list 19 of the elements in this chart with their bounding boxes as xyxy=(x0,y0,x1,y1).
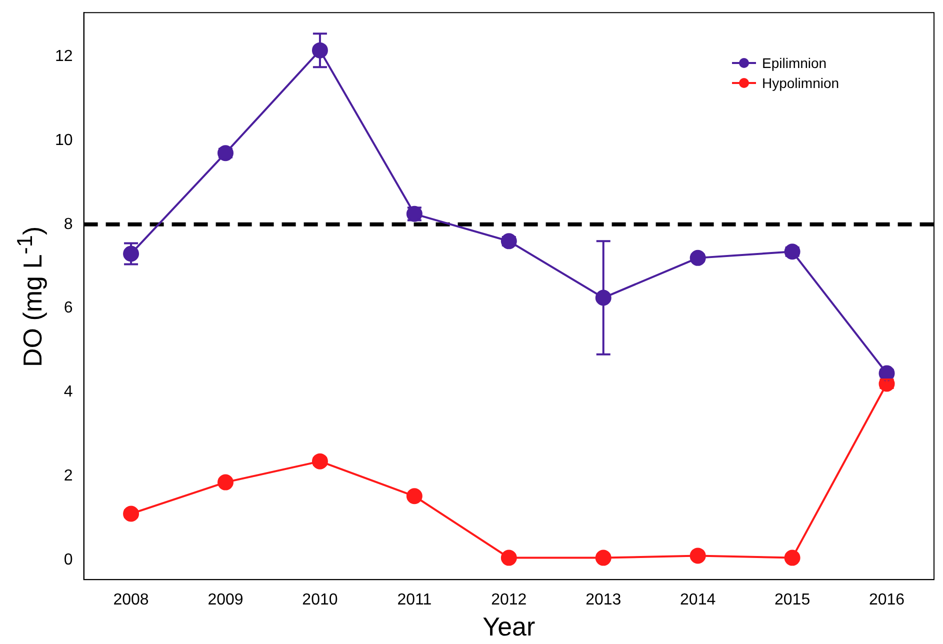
x-tick-label: 2013 xyxy=(586,592,622,609)
x-tick-label: 2016 xyxy=(868,592,905,609)
x-tick-label: 2012 xyxy=(491,592,527,609)
y-tick-label: 8 xyxy=(64,216,73,233)
y-tick-label: 10 xyxy=(55,132,73,149)
y-tick-label: 0 xyxy=(64,551,73,568)
y-tick-label: 12 xyxy=(55,48,73,66)
y-tick-label: 6 xyxy=(64,300,73,317)
x-axis-title: Year xyxy=(482,612,536,642)
x-tick-label: 2010 xyxy=(302,592,338,609)
x-tick-label: 2014 xyxy=(680,592,716,609)
x-tick-label: 2009 xyxy=(208,592,244,609)
x-tick-label: 2011 xyxy=(397,592,432,609)
x-tick-label: 2015 xyxy=(774,592,810,609)
x-tick-label: 2008 xyxy=(113,592,149,609)
y-tick-label: 4 xyxy=(64,384,73,401)
legend-label: Epilimnion xyxy=(762,54,827,73)
y-tick-label: 2 xyxy=(64,467,73,484)
legend-label: Hypolimnion xyxy=(762,74,840,93)
